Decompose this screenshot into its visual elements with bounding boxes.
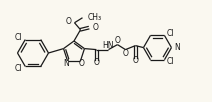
Text: Cl: Cl <box>166 57 174 66</box>
Text: HN: HN <box>103 41 114 50</box>
Text: O: O <box>92 23 98 32</box>
Text: O: O <box>66 17 71 26</box>
Text: Cl: Cl <box>15 64 22 73</box>
Text: O: O <box>78 59 84 68</box>
Text: Cl: Cl <box>15 33 22 42</box>
Text: N: N <box>174 43 180 52</box>
Text: N: N <box>64 59 69 68</box>
Text: O: O <box>114 36 120 45</box>
Text: O: O <box>123 49 128 58</box>
Text: O: O <box>93 58 99 67</box>
Text: Cl: Cl <box>166 29 174 38</box>
Text: CH₃: CH₃ <box>88 13 102 22</box>
Text: O: O <box>132 56 138 65</box>
